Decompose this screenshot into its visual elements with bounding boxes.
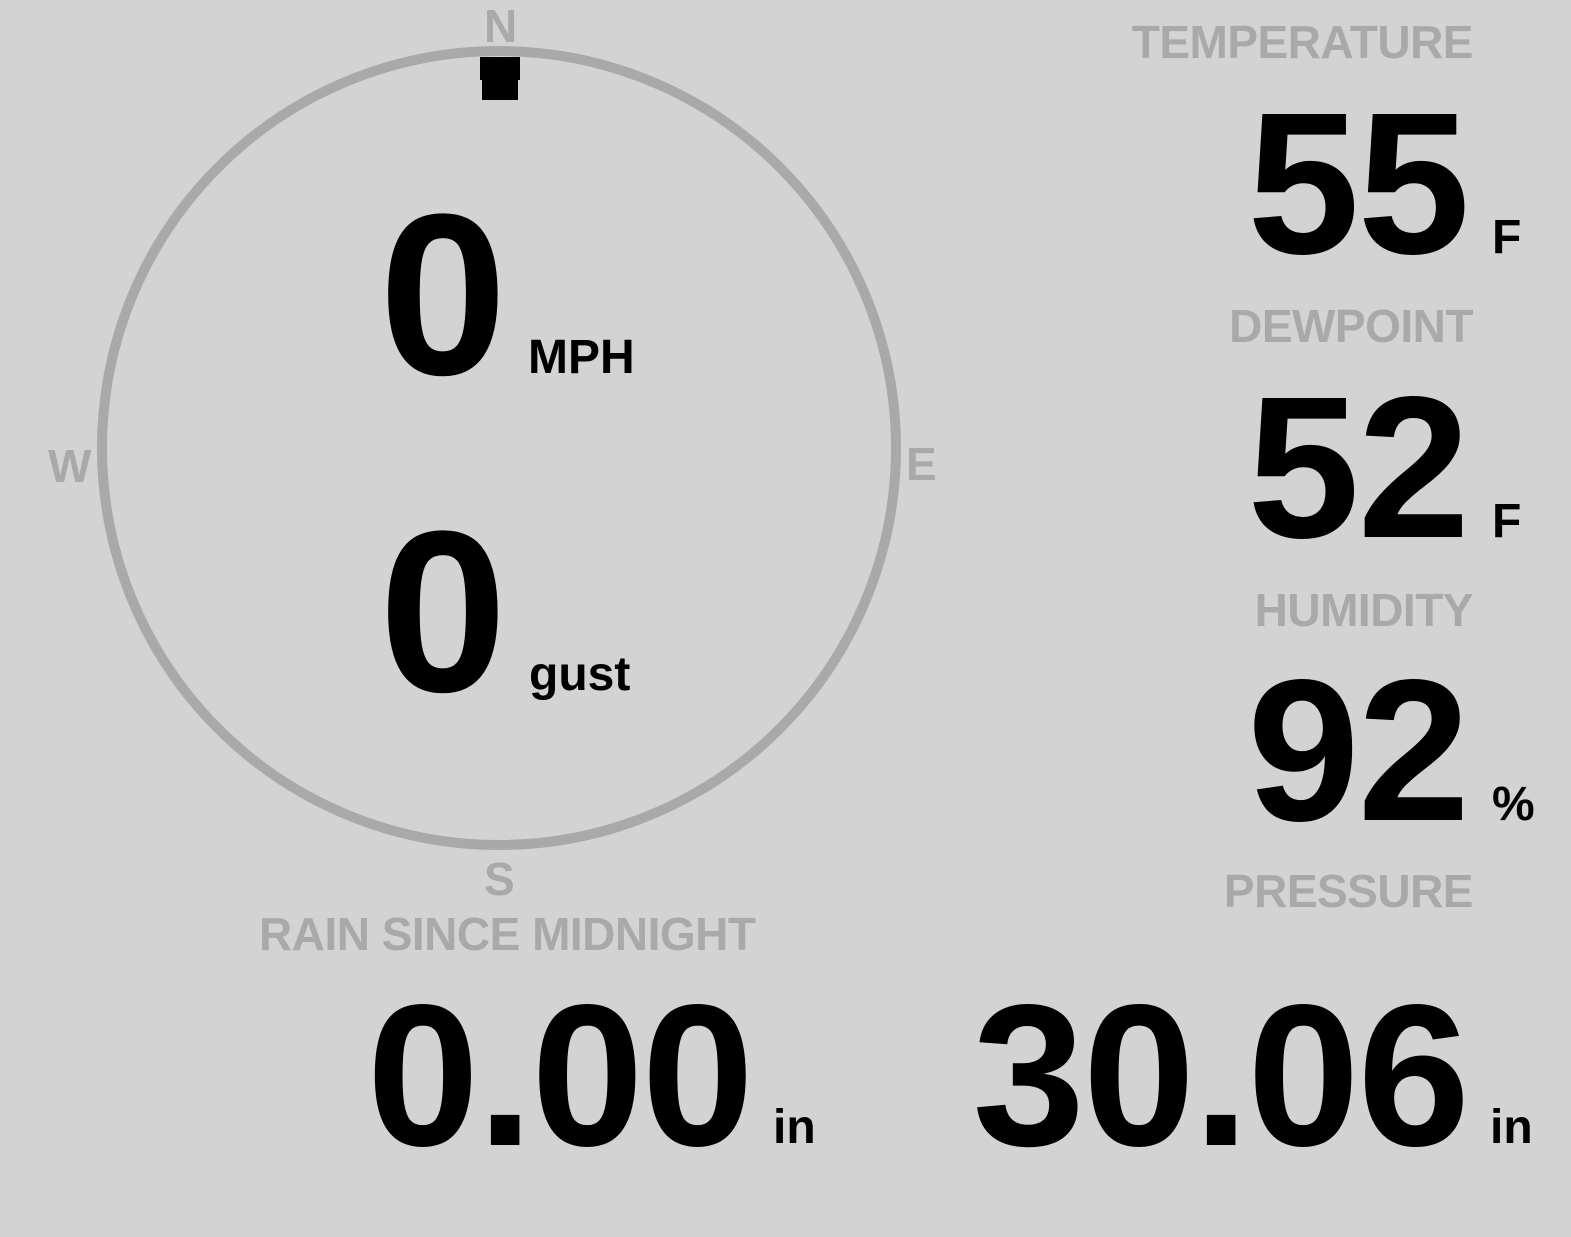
wind-speed-unit: MPH	[528, 331, 635, 384]
compass-south: S	[484, 853, 515, 905]
rain-unit: in	[773, 1101, 816, 1154]
temperature-unit: F	[1492, 211, 1522, 264]
pressure-unit: in	[1490, 1101, 1533, 1154]
wind-gust-value: 0	[379, 483, 507, 740]
pressure-label: PRESSURE	[1223, 865, 1474, 917]
wind-gust-unit: gust	[529, 648, 631, 701]
rain-label: RAIN SINCE MIDNIGHT	[259, 908, 756, 960]
dewpoint-label: DEWPOINT	[1229, 300, 1473, 352]
dewpoint-value: 52	[1247, 354, 1470, 580]
compass-ring	[97, 46, 901, 850]
humidity-value: 92	[1247, 637, 1470, 863]
compass-west: W	[48, 440, 92, 492]
rain-value: 0.00	[366, 962, 754, 1188]
temperature-value: 55	[1247, 70, 1470, 296]
wind-direction-needle	[480, 57, 520, 100]
humidity-label: HUMIDITY	[1254, 584, 1474, 636]
wind-speed-value: 0	[379, 166, 507, 423]
dewpoint-unit: F	[1492, 495, 1522, 548]
compass-east: E	[906, 438, 937, 490]
temperature-label: TEMPERATURE	[1131, 16, 1474, 68]
compass-north: N	[484, 0, 518, 52]
pressure-value: 30.06	[972, 962, 1470, 1188]
humidity-unit: %	[1492, 778, 1535, 831]
